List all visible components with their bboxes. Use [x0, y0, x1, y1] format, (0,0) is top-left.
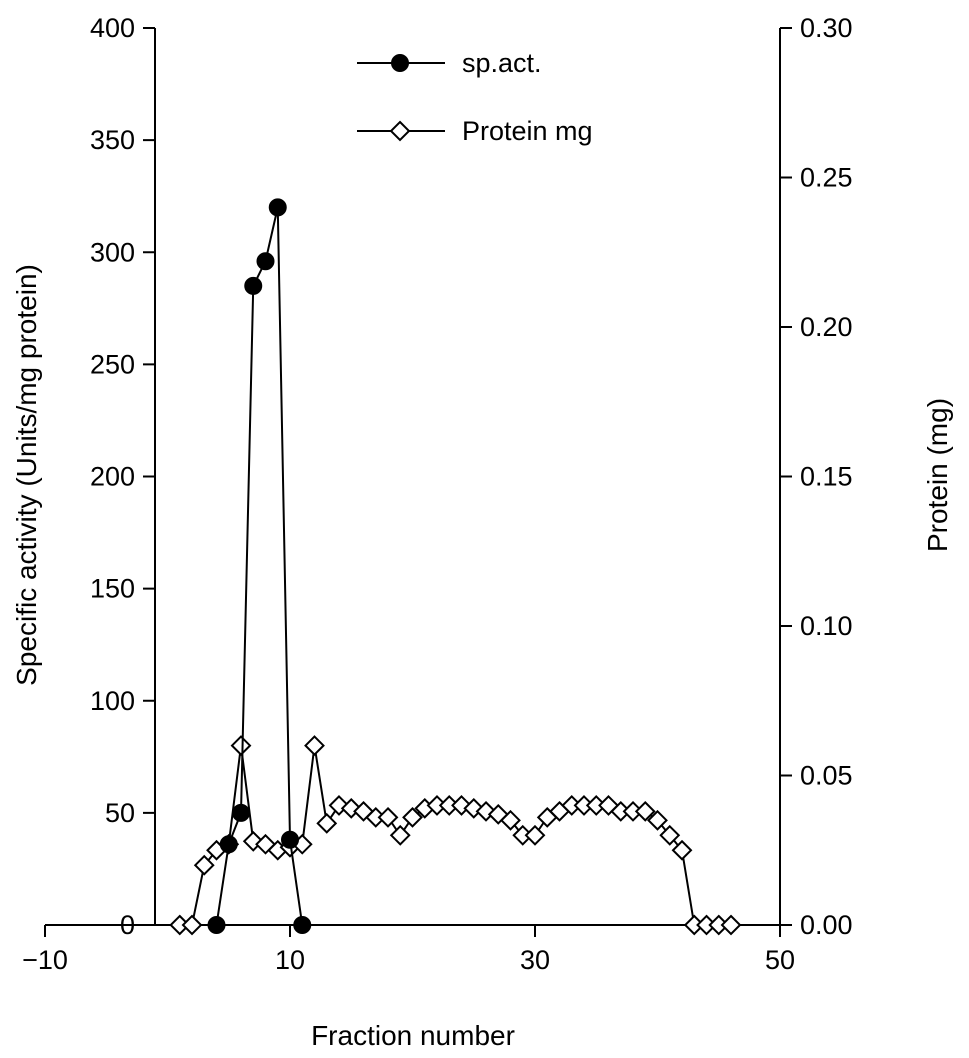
legend-label: Protein mg — [462, 116, 593, 146]
y-right-tick-label: 0.30 — [800, 13, 853, 43]
data-point — [389, 824, 411, 846]
series-protein — [169, 735, 742, 936]
y-left-tick-label: 300 — [90, 237, 135, 267]
data-point — [232, 803, 250, 822]
y-left-tick-label: 400 — [90, 13, 135, 43]
y-left-tick-label: 0 — [120, 910, 135, 940]
data-point — [219, 835, 238, 854]
x-tick-label: 10 — [275, 945, 305, 975]
y-left-tick-label: 50 — [105, 798, 135, 828]
y-left-tick-label: 100 — [90, 686, 135, 716]
data-point — [193, 854, 215, 876]
legend-marker — [391, 54, 409, 72]
y-left-tick-label: 350 — [90, 125, 135, 155]
y-right-tick-label: 0.15 — [800, 462, 853, 492]
x-axis-title: Fraction number — [311, 1020, 515, 1051]
data-point — [304, 735, 325, 757]
data-point — [634, 800, 656, 822]
legend: sp.act. Protein mg — [357, 48, 593, 146]
data-point — [671, 839, 693, 861]
y-right-tick-label: 0.25 — [800, 163, 853, 193]
data-point — [230, 735, 252, 757]
data-point — [256, 252, 275, 271]
data-point — [500, 809, 521, 831]
legend-label: sp.act. — [462, 48, 542, 78]
y-left-tick-label: 250 — [90, 349, 135, 379]
y-axis-title-left: Specific activity (Units/mg protein) — [11, 264, 42, 686]
data-point — [207, 916, 226, 934]
data-point — [377, 806, 399, 828]
series-sp-act — [207, 198, 312, 934]
data-point — [244, 276, 263, 295]
axes: −10 10 30 50 0 50 100 150 200 250 300 350 400 0.00 0.0… — [22, 13, 852, 975]
y-right-tick-label: 0.20 — [800, 312, 853, 342]
data-point — [402, 806, 423, 828]
legend-item: Protein mg — [357, 116, 593, 146]
x-tick-label: 30 — [520, 945, 550, 975]
y-right-tick-label: 0.10 — [800, 611, 853, 641]
data-point — [293, 916, 312, 934]
legend-marker — [389, 120, 411, 142]
series-line — [215, 207, 304, 926]
data-point — [268, 198, 287, 217]
series-layer — [169, 198, 742, 936]
y-right-tick-label: 0.00 — [800, 910, 853, 940]
series-line — [179, 745, 731, 926]
data-point — [524, 824, 546, 846]
data-point — [720, 914, 742, 936]
y-axis-title-right: Protein (mg) — [922, 398, 953, 552]
data-point — [181, 914, 203, 936]
legend-item: sp.act. — [357, 48, 542, 78]
y-left-tick-label: 200 — [90, 462, 135, 492]
y-right-tick-label: 0.05 — [800, 761, 853, 791]
data-point — [281, 830, 299, 849]
data-point — [647, 809, 668, 831]
x-tick-label: −10 — [22, 945, 68, 975]
x-tick-label: 50 — [765, 945, 795, 975]
data-point — [316, 812, 338, 834]
y-left-tick-label: 150 — [90, 574, 135, 604]
data-point — [659, 824, 681, 846]
